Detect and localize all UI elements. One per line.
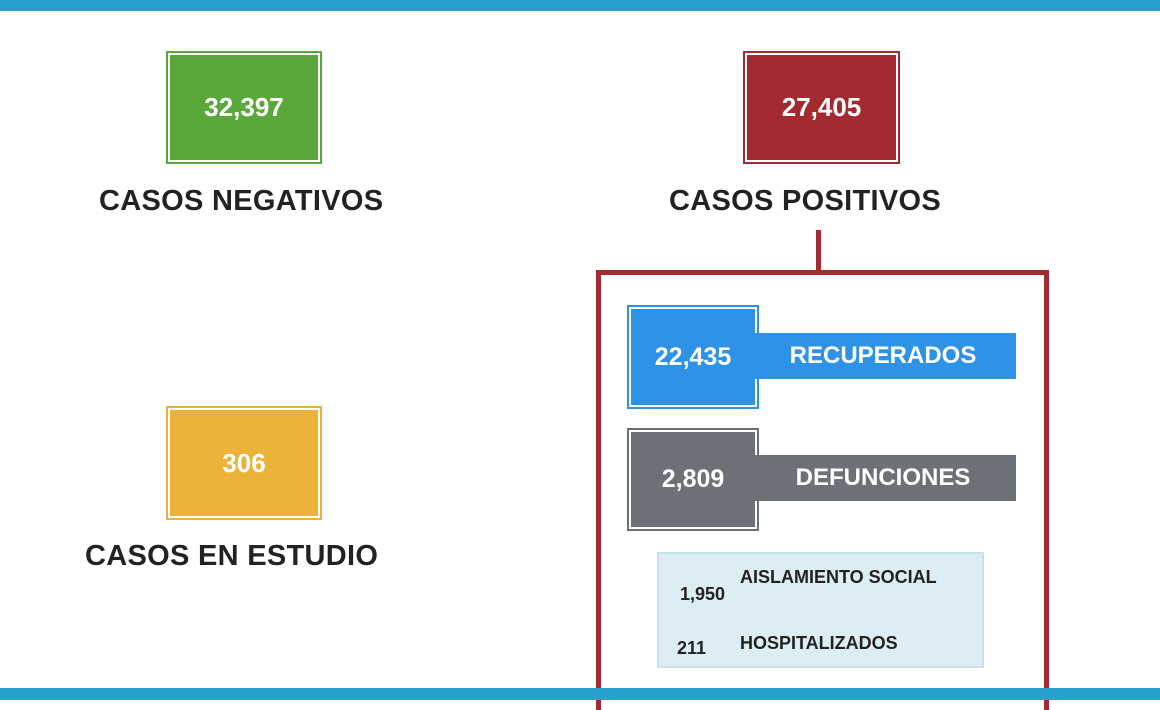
- recovered-value: 22,435: [627, 305, 759, 409]
- hospitalized-value: 211: [677, 638, 707, 658]
- negative-cases-label: CASOS NEGATIVOS: [99, 185, 384, 217]
- positive-connector-line: [816, 230, 821, 273]
- social-isolation-value: 1,950: [680, 584, 726, 604]
- positive-breakdown-frame: [596, 270, 1049, 710]
- study-cases-value: 306: [166, 406, 322, 520]
- positive-cases-value: 27,405: [743, 51, 900, 164]
- positive-cases-label: CASOS POSITIVOS: [669, 185, 941, 217]
- deaths-label-bar: DEFUNCIONES: [750, 455, 1016, 501]
- social-isolation-label: AISLAMIENTO SOCIAL: [740, 567, 937, 587]
- recovered-label-bar: RECUPERADOS: [750, 333, 1016, 379]
- top-accent-bar: [0, 0, 1160, 11]
- negative-cases-value: 32,397: [166, 51, 322, 164]
- active-cases-detail-panel: 1,950 AISLAMIENTO SOCIAL 211 HOSPITALIZA…: [657, 552, 984, 668]
- deaths-value: 2,809: [627, 428, 759, 531]
- bottom-accent-bar: [0, 688, 1160, 700]
- study-cases-label: CASOS EN ESTUDIO: [85, 540, 379, 572]
- hospitalized-label: HOSPITALIZADOS: [740, 633, 898, 653]
